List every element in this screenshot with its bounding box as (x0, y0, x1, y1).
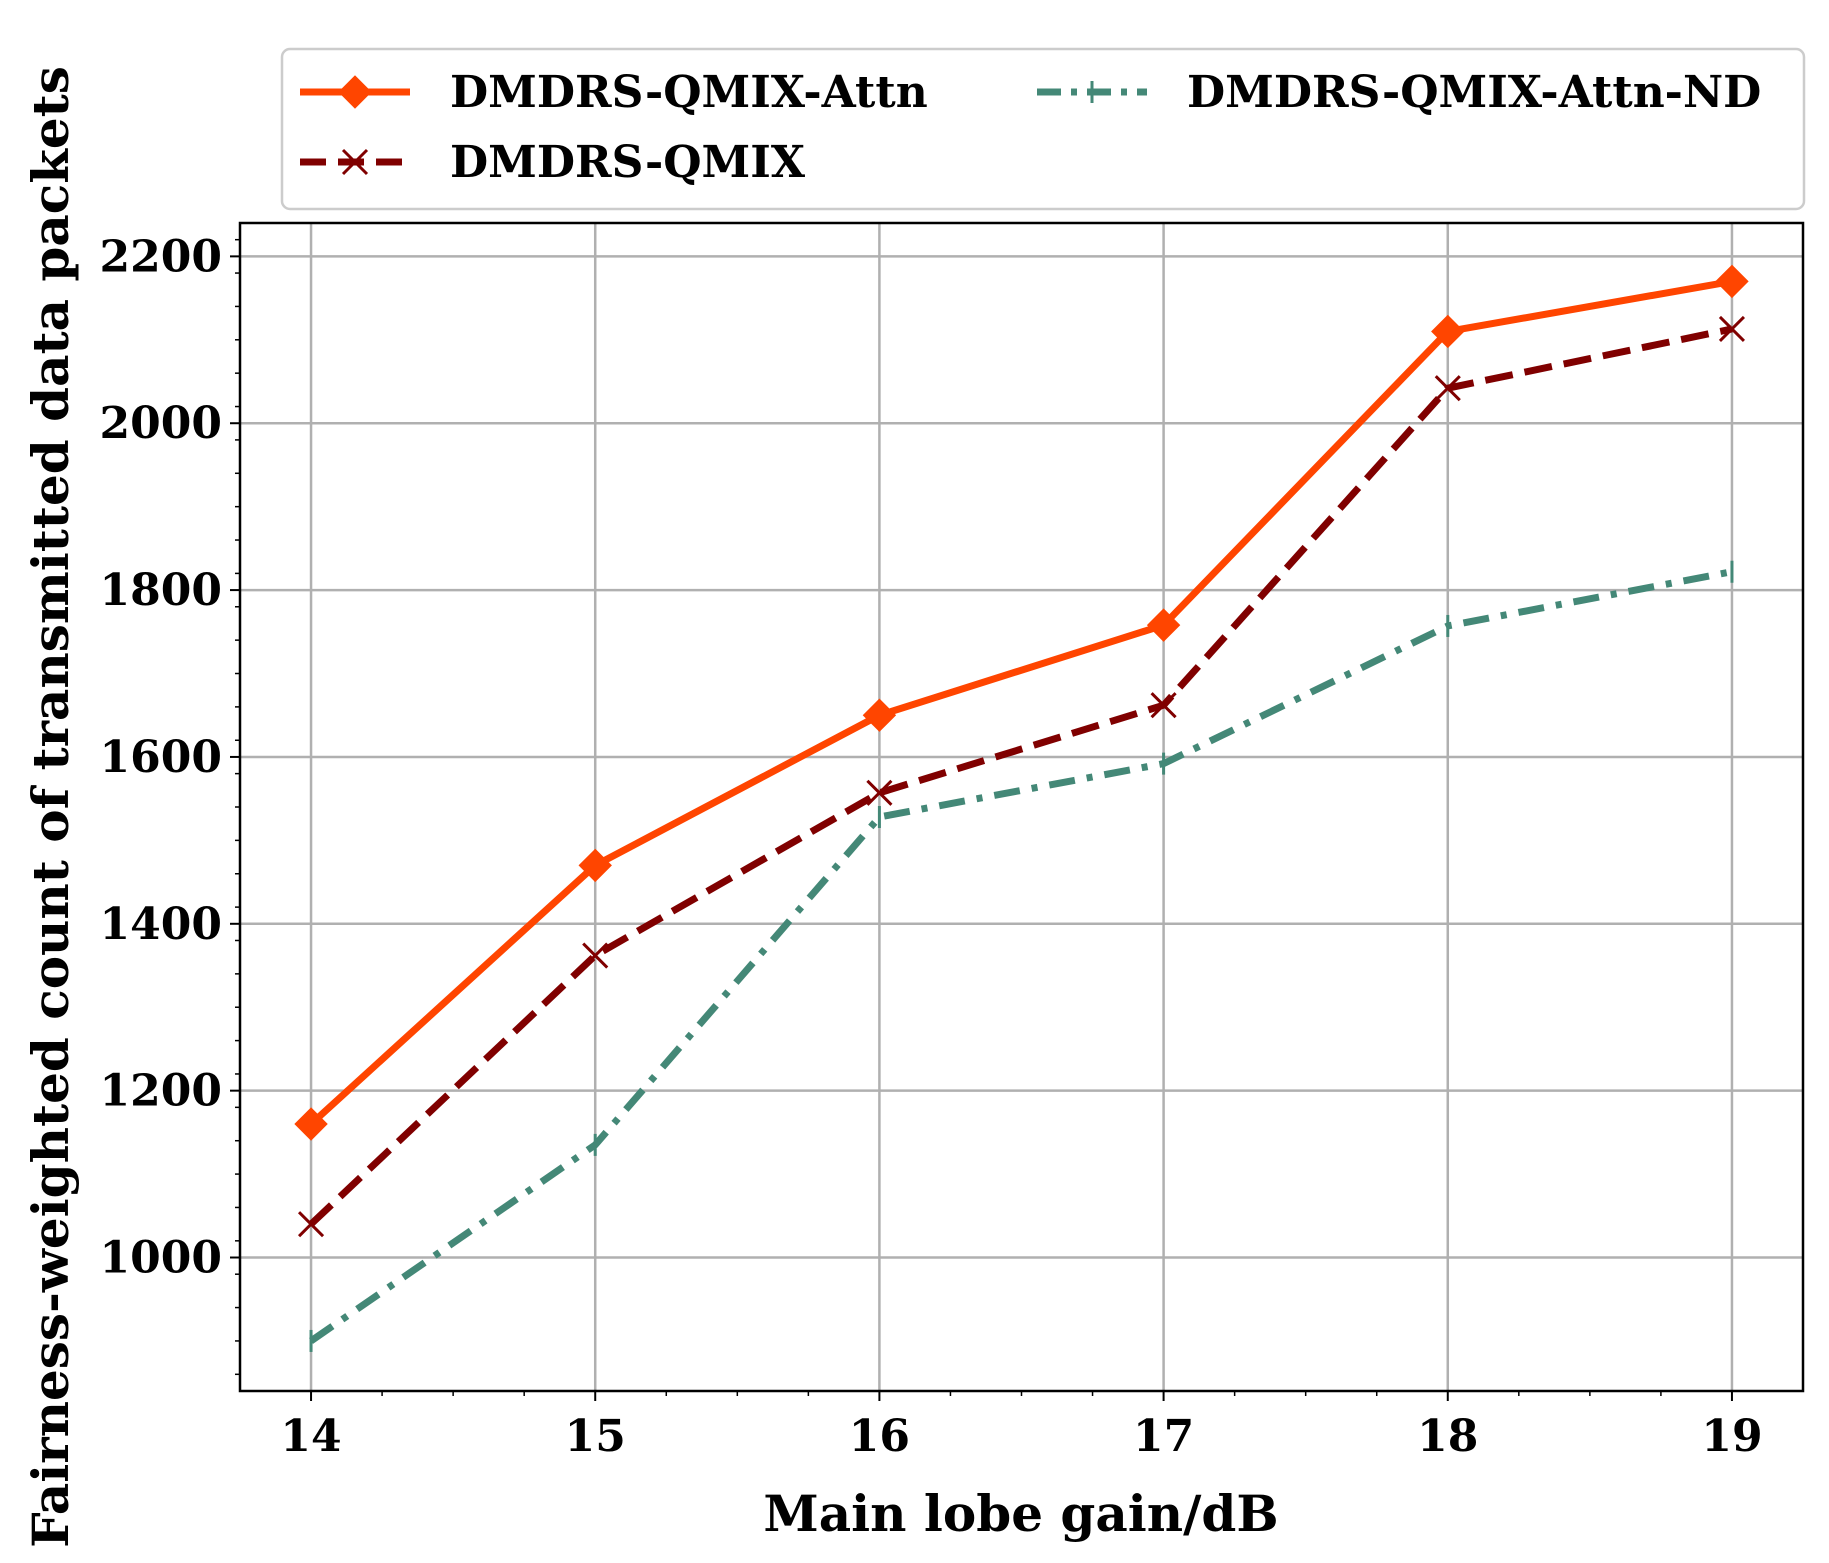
data-point-stroke (582, 942, 609, 969)
data-point (1718, 315, 1746, 343)
x-tick-label: 18 (1417, 1411, 1478, 1462)
legend-box (280, 47, 1806, 211)
data-point (1146, 608, 1181, 642)
x-tick-label: 17 (1133, 1411, 1194, 1462)
legend-entry: DMDRS-QMIX (300, 137, 806, 188)
data-point (1434, 375, 1461, 402)
data-point (866, 779, 893, 806)
data-point (862, 698, 897, 732)
legend-marker-stroke (341, 148, 369, 176)
x-tick-label: 19 (1701, 1411, 1762, 1462)
data-point-stroke (866, 779, 893, 806)
y-tick-label: 1000 (100, 1233, 222, 1284)
data-point-stroke (297, 1211, 325, 1238)
x-axis-label: Main lobe gain/dB (763, 1484, 1278, 1543)
series-line (308, 277, 1733, 1127)
x-tick-label: 14 (280, 1411, 341, 1462)
legend-marker (341, 148, 369, 176)
legend-label: DMDRS-QMIX-Attn (450, 67, 928, 118)
legend-label: DMDRS-QMIX (450, 137, 806, 188)
series-layer (294, 264, 1749, 1352)
legend: DMDRS-QMIX-Attn DMDRS-QMIX DMDRS-QMIX-Attn… (280, 47, 1806, 211)
legend-entry: DMDRS-QMIX-Attn-ND (1037, 67, 1761, 118)
legend-marker (338, 75, 372, 109)
data-point (1431, 314, 1465, 349)
data-point (294, 1107, 328, 1141)
legend-label: DMDRS-QMIX-Attn-ND (1187, 67, 1761, 118)
axis-ticks: 14 15 16 17 18 19 1000 1200 1400 1600 1800 2000 2200 (100, 231, 1763, 1462)
data-point-stroke (1434, 375, 1461, 402)
y-tick-label: 1800 (100, 565, 222, 616)
y-axis-label: Fairness-weighted count of transmitted d… (21, 66, 80, 1548)
y-tick-label: 1600 (100, 732, 222, 783)
data-point (578, 848, 612, 883)
data-point-stroke (1150, 692, 1177, 719)
data-point (1150, 692, 1177, 719)
data-point (1715, 264, 1749, 299)
y-tick-label: 2000 (100, 398, 222, 449)
y-tick-label: 1400 (100, 899, 222, 950)
x-tick-label: 15 (565, 1411, 626, 1462)
data-point-stroke (1718, 315, 1746, 343)
legend-entry: DMDRS-QMIX-Attn (300, 67, 928, 118)
data-point (297, 1211, 325, 1238)
y-tick-label: 1200 (100, 1066, 222, 1117)
series-line (309, 568, 1733, 1344)
data-point (582, 942, 609, 969)
x-tick-label: 16 (849, 1411, 910, 1462)
grid (240, 223, 1803, 1391)
y-tick-label: 2200 (100, 231, 222, 282)
series-line (308, 325, 1733, 1227)
